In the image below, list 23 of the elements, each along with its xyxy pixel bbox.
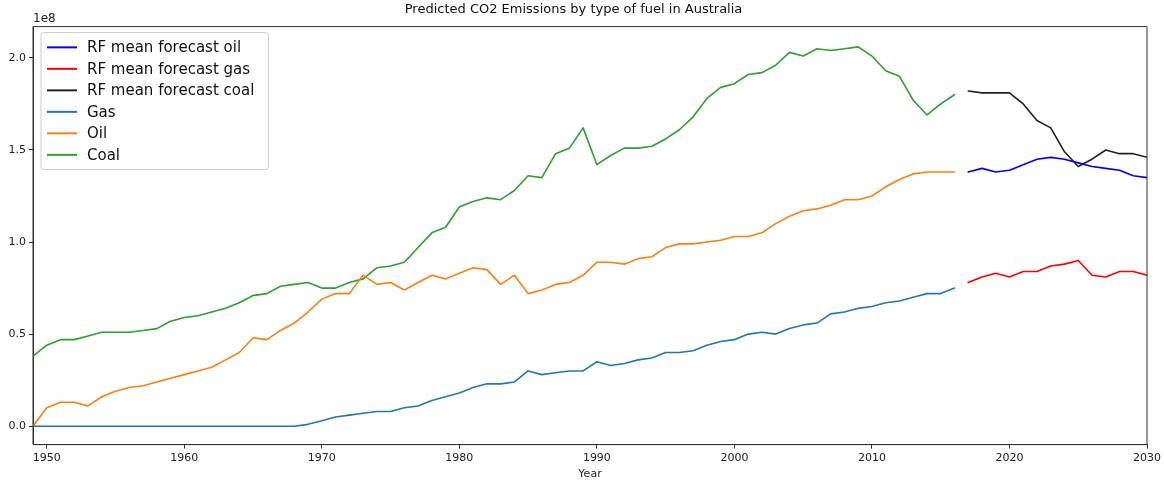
x-tick-label: 2000	[720, 451, 749, 465]
x-tick-label: 1980	[445, 451, 474, 465]
text: 1e8	[33, 10, 56, 25]
x-axis-title: Year	[577, 467, 603, 481]
x-tick-label: 2010	[857, 451, 886, 465]
legend-label: Oil	[87, 124, 108, 143]
y-tick-label: 1.0	[8, 234, 26, 248]
y-tick-label: 0.5	[8, 326, 26, 340]
x-tick-label: 1990	[582, 451, 611, 465]
x-tick-label: 2020	[995, 451, 1024, 465]
legend-label: Coal	[87, 145, 121, 164]
x-tick-label: 1950	[32, 451, 61, 465]
x-tick-label: 1960	[170, 451, 199, 465]
legend-label: Gas	[87, 102, 116, 121]
x-tick-label: 1970	[307, 451, 336, 465]
x-tick-label: 2030	[1133, 451, 1161, 465]
legend-label: RF mean forecast gas	[87, 59, 251, 78]
y-tick-label: 0.0	[8, 419, 26, 433]
legend-label: RF mean forecast coal	[87, 81, 255, 100]
legend-label: RF mean forecast oil	[87, 38, 242, 57]
y-tick-label: 1.5	[8, 142, 26, 156]
chart-title: Predicted CO2 Emissions by type of fuel in Australia	[404, 1, 743, 17]
y-tick-label: 2.0	[8, 50, 26, 64]
